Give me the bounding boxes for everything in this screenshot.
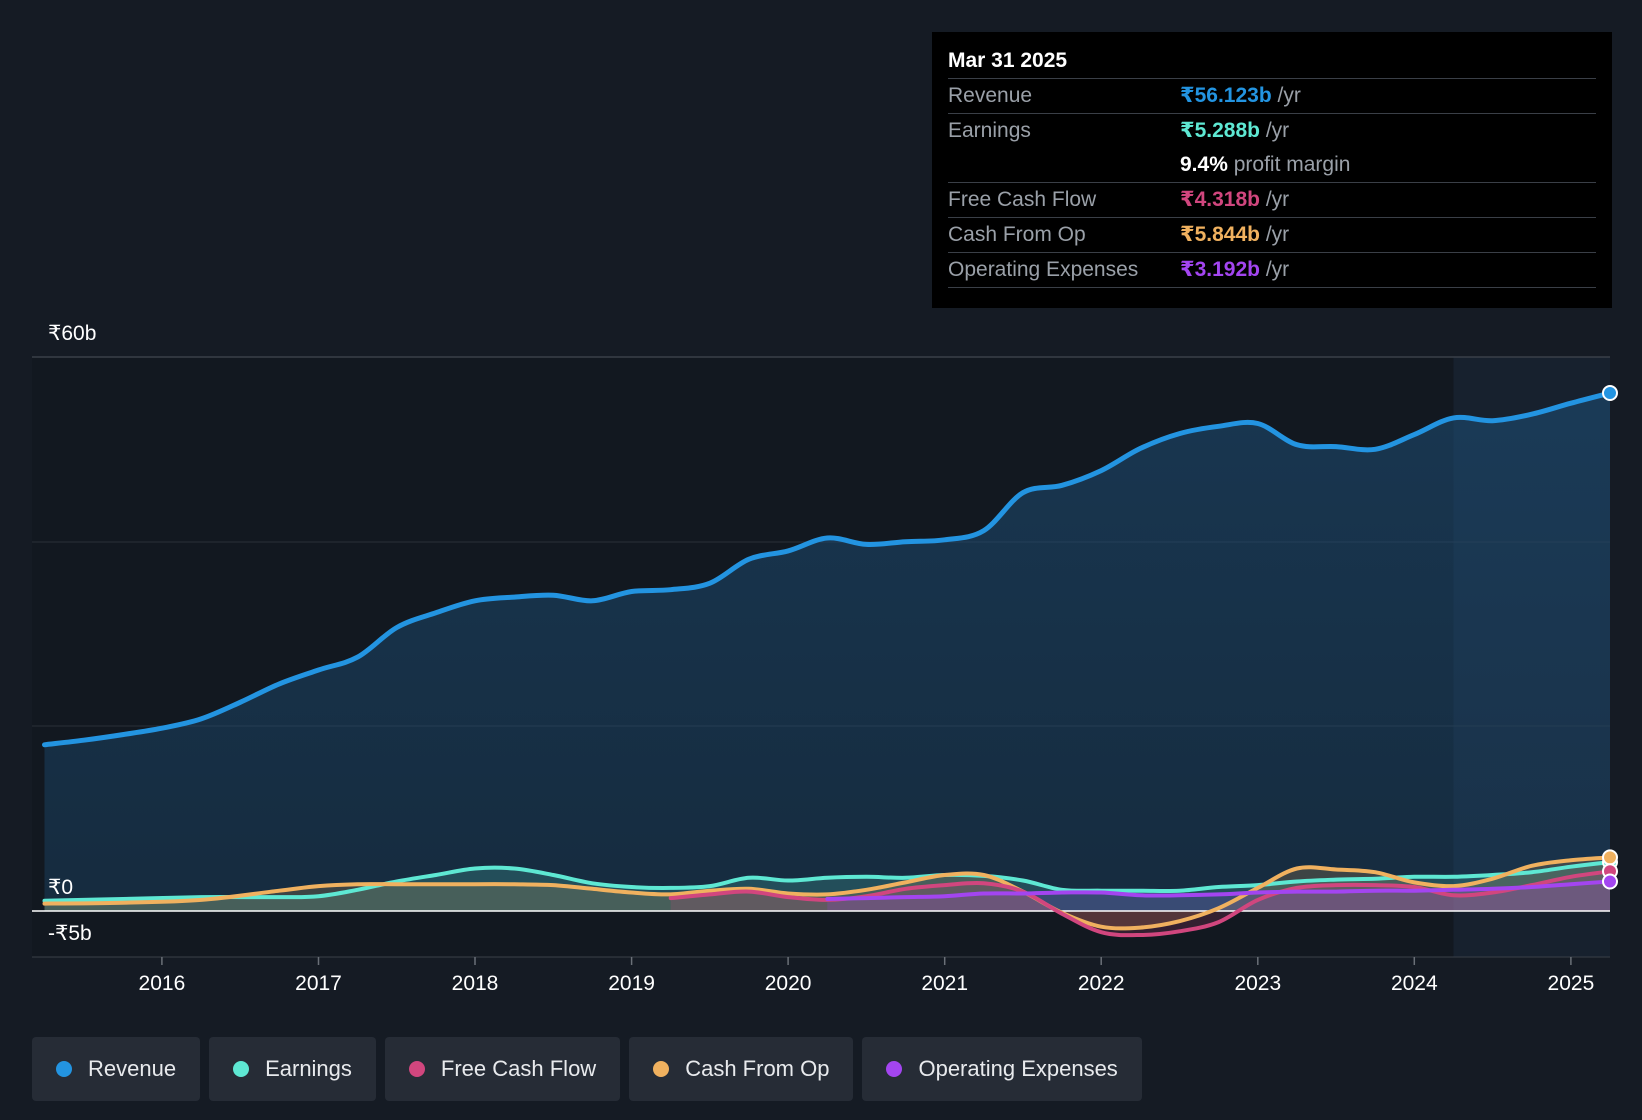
x-tick-label: 2022 bbox=[1078, 972, 1125, 995]
earnings-line bbox=[42, 860, 1612, 903]
x-tick-label: 2024 bbox=[1391, 972, 1438, 995]
cash-from-op-dot-icon bbox=[653, 1061, 670, 1077]
tooltip-value: 9.4% profit margin bbox=[1180, 153, 1351, 176]
free-cash-flow-dot-icon bbox=[408, 1061, 425, 1077]
x-tick-label: 2017 bbox=[295, 972, 342, 995]
tooltip-row-cash-from-op: Cash From Op ₹5.844b /yr bbox=[948, 218, 1596, 253]
tooltip-row-free-cash-flow: Free Cash Flow ₹4.318b /yr bbox=[948, 183, 1596, 218]
legend-item-earnings[interactable]: Earnings bbox=[209, 1037, 376, 1101]
x-tick-label: 2018 bbox=[452, 972, 499, 995]
tooltip-label: Cash From Op bbox=[948, 223, 1086, 246]
legend-item-revenue[interactable]: Revenue bbox=[32, 1037, 201, 1101]
legend-item-cash-from-op[interactable]: Cash From Op bbox=[629, 1037, 854, 1101]
x-tick-label: 2023 bbox=[1234, 972, 1281, 995]
x-axis: 2016 2017 2018 2019 2020 2021 2022 2023 2024 2025 bbox=[139, 957, 1595, 995]
operating-expenses-end-dot bbox=[1602, 873, 1618, 890]
cash-from-op-line bbox=[42, 855, 1612, 931]
tooltip-value: ₹5.288b /yr bbox=[1180, 119, 1290, 142]
x-tick-label: 2021 bbox=[921, 972, 968, 995]
revenue-line bbox=[42, 390, 1613, 748]
x-tick-label: 2020 bbox=[765, 972, 812, 995]
tooltip-row-revenue: Revenue ₹56.123b /yr bbox=[948, 79, 1596, 114]
tooltip-label: Earnings bbox=[948, 119, 1031, 142]
x-tick-label: 2016 bbox=[139, 972, 186, 995]
y-bottom-label: -₹5b bbox=[48, 922, 92, 945]
legend-label: Cash From Op bbox=[685, 1056, 830, 1081]
earnings-area bbox=[44, 862, 1610, 911]
tooltip-row-profit-margin: 9.4% profit margin bbox=[948, 148, 1596, 183]
operating-expenses-line bbox=[825, 879, 1612, 901]
cash-from-op-end-dot bbox=[1602, 849, 1618, 866]
y-zero-label: ₹0 bbox=[48, 876, 73, 899]
legend: Revenue Earnings Free Cash Flow Cash Fro… bbox=[32, 1037, 1142, 1101]
series-end-dots bbox=[1602, 385, 1618, 890]
x-tick-label: 2025 bbox=[1548, 972, 1595, 995]
tooltip-value: ₹4.318b /yr bbox=[1180, 188, 1290, 211]
tooltip-row-earnings: Earnings ₹5.288b /yr bbox=[948, 114, 1596, 148]
tooltip-label: Operating Expenses bbox=[948, 258, 1139, 281]
tooltip-row-operating-expenses: Operating Expenses ₹3.192b /yr bbox=[948, 253, 1596, 288]
tooltip-value: ₹5.844b /yr bbox=[1180, 223, 1290, 246]
x-tick-label: 2019 bbox=[608, 972, 655, 995]
tooltip: Mar 31 2025 Revenue ₹56.123b /yr Earning… bbox=[932, 32, 1612, 308]
tooltip-value: ₹56.123b /yr bbox=[1180, 84, 1301, 107]
series-lines bbox=[42, 390, 1613, 938]
legend-label: Free Cash Flow bbox=[440, 1056, 597, 1081]
tooltip-label: Free Cash Flow bbox=[948, 188, 1097, 211]
free-cash-flow-area bbox=[670, 871, 1610, 936]
earnings-dot-icon bbox=[233, 1061, 250, 1077]
tooltip-date: Mar 31 2025 bbox=[948, 44, 1596, 79]
tooltip-value: ₹3.192b /yr bbox=[1180, 258, 1290, 281]
legend-label: Earnings bbox=[265, 1056, 352, 1081]
tooltip-label: Revenue bbox=[948, 84, 1033, 107]
revenue-area bbox=[44, 393, 1610, 911]
y-top-label: ₹60b bbox=[48, 322, 96, 345]
revenue-dot-icon bbox=[56, 1061, 72, 1077]
operating-expenses-dot-icon bbox=[886, 1061, 903, 1077]
legend-label: Revenue bbox=[88, 1056, 177, 1081]
legend-item-operating-expenses[interactable]: Operating Expenses bbox=[862, 1037, 1142, 1101]
revenue-end-dot bbox=[1602, 385, 1618, 401]
legend-item-free-cash-flow[interactable]: Free Cash Flow bbox=[384, 1037, 621, 1101]
legend-label: Operating Expenses bbox=[918, 1056, 1118, 1081]
